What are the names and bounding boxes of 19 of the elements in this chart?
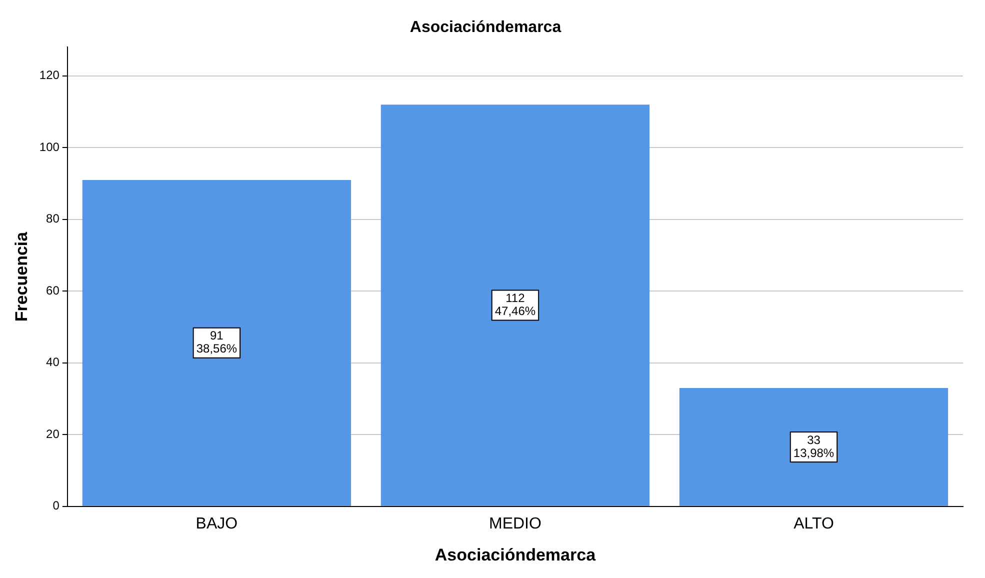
x-tick-label: ALTO <box>794 515 834 532</box>
bar <box>82 180 352 506</box>
y-tick-label: 80 <box>46 212 60 226</box>
y-tick-label: 120 <box>39 68 60 82</box>
data-label: 33 13,98% <box>793 432 834 460</box>
y-axis-title: Frecuencia <box>12 231 31 322</box>
chart-title: Asociacióndemarca <box>410 19 562 36</box>
y-tick-label: 60 <box>46 283 60 298</box>
x-axis-title: Asociacióndemarca <box>434 545 596 564</box>
data-label: 112 47,46% <box>494 291 536 318</box>
y-tick-label: 40 <box>46 355 60 370</box>
data-label: 91 38,56% <box>196 328 238 356</box>
y-tick-label: 0 <box>52 498 60 513</box>
y-tick-label: 100 <box>39 140 60 154</box>
bar <box>679 388 948 506</box>
x-tick-label: BAJO <box>196 515 238 532</box>
y-tick-label: 20 <box>46 426 60 441</box>
bar <box>380 104 650 506</box>
x-tick-label: MEDIO <box>488 515 542 532</box>
